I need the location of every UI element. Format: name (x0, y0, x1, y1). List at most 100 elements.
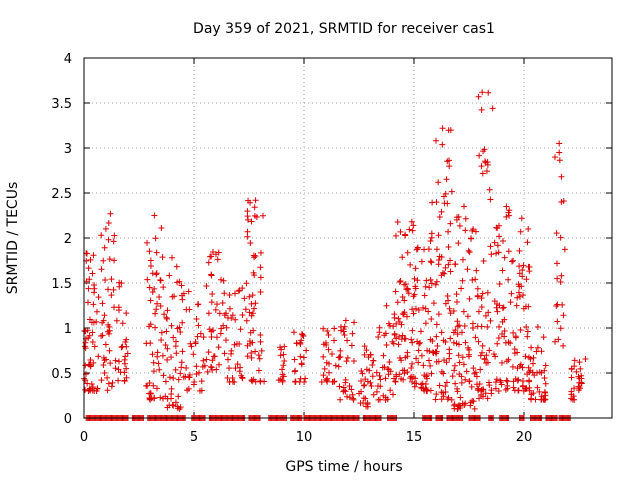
data-point (107, 360, 114, 367)
data-point (434, 343, 441, 350)
data-point (402, 232, 409, 239)
data-point (450, 307, 457, 314)
data-point (446, 355, 453, 362)
data-point (422, 283, 429, 290)
data-point (389, 391, 396, 398)
data-point (373, 369, 380, 376)
data-point (110, 286, 117, 293)
data-point (176, 278, 183, 285)
data-point (485, 379, 492, 386)
data-point (479, 170, 486, 177)
data-point (257, 274, 264, 281)
data-point (124, 350, 131, 357)
data-point (432, 281, 439, 288)
data-point (462, 339, 469, 346)
data-point (493, 376, 500, 383)
data-point (158, 225, 165, 232)
data-point (94, 385, 101, 392)
data-point (505, 209, 512, 216)
data-point (488, 387, 495, 394)
data-point (280, 373, 287, 380)
data-point (404, 249, 411, 256)
data-point (376, 329, 383, 336)
data-point (408, 365, 415, 372)
data-point (149, 288, 156, 295)
data-point (244, 342, 251, 349)
data-point (508, 290, 515, 297)
data-point (256, 355, 263, 362)
data-point (428, 280, 435, 287)
data-point (523, 276, 530, 283)
data-point (524, 371, 531, 378)
data-point (478, 391, 484, 398)
data-point (343, 358, 350, 365)
data-point (438, 329, 445, 336)
data-point (175, 393, 182, 400)
data-point (102, 341, 109, 348)
data-point (213, 334, 220, 341)
data-point (505, 339, 512, 346)
data-point (433, 333, 440, 340)
data-point (213, 366, 220, 373)
data-point (102, 225, 109, 232)
data-point (556, 149, 563, 156)
data-point (332, 362, 339, 369)
data-point (571, 363, 578, 370)
data-point (456, 222, 463, 229)
data-point (257, 338, 264, 345)
data-point (104, 387, 111, 394)
data-point (173, 263, 180, 270)
data-point (368, 383, 375, 390)
data-point (242, 306, 249, 313)
data-point (387, 368, 394, 375)
data-point (348, 386, 355, 393)
data-point (386, 322, 393, 329)
data-point (400, 311, 407, 318)
data-point (166, 374, 173, 381)
data-point (346, 382, 353, 389)
data-point (241, 295, 248, 302)
data-point (250, 327, 257, 334)
data-point (418, 352, 425, 359)
data-point (220, 277, 227, 284)
data-point (249, 339, 256, 346)
data-point (392, 378, 399, 385)
y-tick-label: 2.5 (51, 187, 72, 202)
data-point (573, 368, 580, 375)
data-point (223, 324, 230, 331)
data-point (575, 383, 582, 390)
data-point (399, 367, 406, 374)
data-point (582, 356, 589, 363)
data-point (387, 387, 394, 394)
data-point (435, 358, 442, 365)
data-point (375, 334, 382, 341)
data-point (356, 390, 363, 397)
data-point (474, 285, 481, 292)
data-point (93, 308, 100, 315)
data-point (349, 330, 356, 337)
data-point (472, 334, 479, 341)
data-point (108, 292, 115, 299)
data-point (561, 246, 568, 253)
data-point (451, 362, 458, 369)
data-point (536, 369, 543, 376)
data-point (237, 326, 244, 333)
data-point (465, 247, 472, 254)
y-tick-label: 3.5 (51, 97, 72, 112)
data-point (239, 375, 246, 382)
data-point (458, 329, 465, 336)
data-point (101, 244, 108, 251)
data-point (178, 359, 185, 366)
data-point (516, 263, 523, 270)
data-point (510, 329, 517, 336)
data-point (424, 375, 431, 382)
data-point (156, 366, 163, 373)
data-point (342, 376, 349, 383)
data-point (84, 380, 91, 387)
data-point (331, 325, 338, 332)
data-point (238, 372, 245, 379)
data-point (168, 354, 175, 361)
data-point (105, 236, 112, 243)
data-point (369, 373, 376, 380)
data-point (506, 212, 513, 219)
